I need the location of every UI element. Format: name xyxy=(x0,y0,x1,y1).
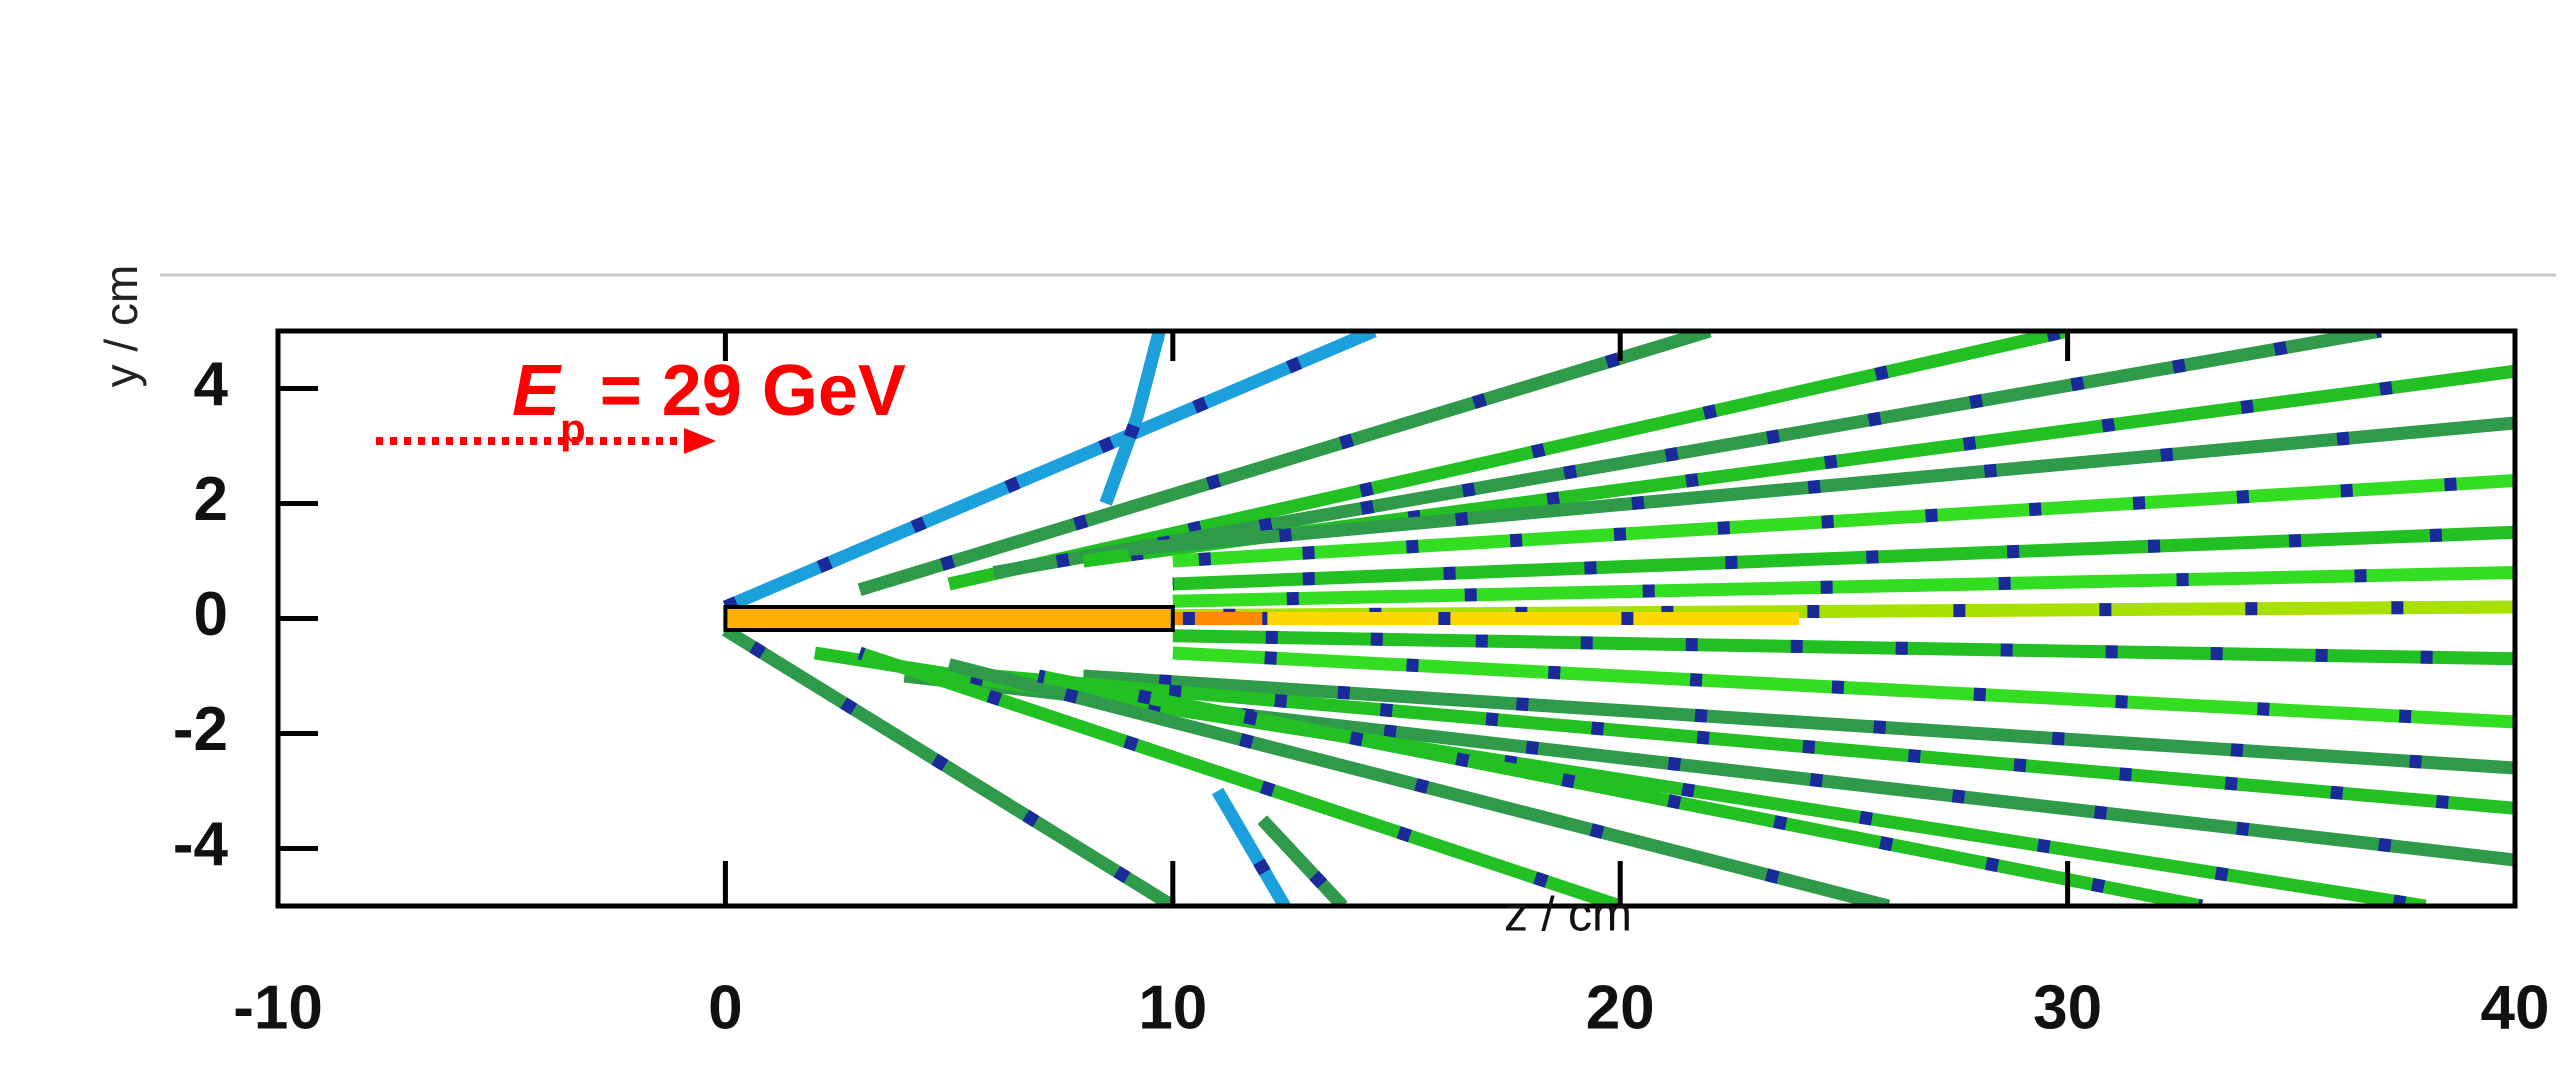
x-tick-label: 30 xyxy=(2033,973,2102,1042)
x-tick-label: 0 xyxy=(708,973,742,1042)
target xyxy=(723,605,1175,632)
track xyxy=(857,331,1712,596)
track xyxy=(993,669,2515,815)
y-axis-label: y / cm xyxy=(95,265,147,388)
track xyxy=(1037,669,2204,906)
y-tick-label: -2 xyxy=(173,695,228,764)
annotation-text: = 29 GeV xyxy=(600,351,906,431)
track-hits xyxy=(1172,646,2515,729)
x-axis-label: z / cm xyxy=(1504,889,1632,942)
track-hits xyxy=(947,331,2070,591)
track xyxy=(1127,416,2515,556)
x-tick-label: 20 xyxy=(1586,973,1655,1042)
tracks xyxy=(721,331,2515,906)
track xyxy=(1257,815,1348,906)
track xyxy=(857,646,1623,906)
track-hits xyxy=(903,669,2515,867)
track-hits xyxy=(947,658,1891,906)
track xyxy=(1172,474,2515,568)
x-tick-label: 10 xyxy=(1138,973,1207,1042)
track xyxy=(721,624,1177,906)
track xyxy=(1211,787,1291,906)
track xyxy=(1172,566,2515,608)
annotation: Ep = 29 GeV xyxy=(512,351,906,452)
beam-arrow xyxy=(376,428,716,454)
track xyxy=(992,331,2382,579)
annotation-subscript: p xyxy=(560,405,586,452)
track xyxy=(1082,669,2515,775)
y-tick-label: -4 xyxy=(173,810,229,879)
track xyxy=(1172,629,2515,666)
axes: -4 -2 0 2 4 -10 0 10 20 30 40 xyxy=(173,331,2550,1042)
x-tick-label: 40 xyxy=(2481,973,2550,1042)
y-tick-label: 0 xyxy=(194,580,228,649)
track-hits xyxy=(1172,525,2515,591)
x-tick-label: -10 xyxy=(233,973,323,1042)
y-tick-label: 4 xyxy=(194,350,229,419)
annotation-symbol: E xyxy=(512,351,562,431)
track xyxy=(722,331,1377,613)
track xyxy=(1099,331,1166,506)
y-tick-label: 2 xyxy=(194,465,228,534)
